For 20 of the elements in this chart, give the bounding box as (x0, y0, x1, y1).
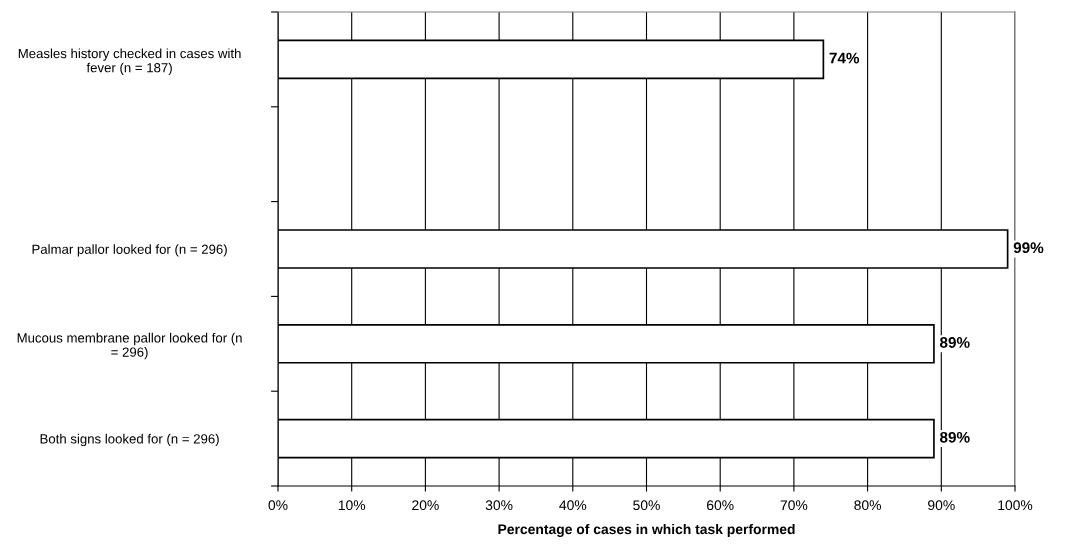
x-tick-label: 80% (854, 500, 882, 511)
y-tick-label: Measles history checked in cases with fever (n = 187) (18, 48, 241, 75)
x-tick-label: 50% (633, 500, 660, 511)
data-label: 89% (939, 431, 970, 443)
x-axis-title: Percentage of cases in which task performed (498, 523, 795, 537)
x-tick-label: 0% (268, 500, 288, 511)
x-tick-label: 90% (928, 500, 955, 511)
x-tick-label: 70% (780, 500, 808, 511)
x-tick-label: 60% (707, 500, 734, 511)
x-tick-label: 40% (559, 500, 587, 511)
data-label: 89% (939, 337, 970, 348)
x-tick-label: 10% (338, 500, 366, 511)
y-tick-label: Mucous membrane pallor looked for (n = 296) (17, 332, 242, 360)
y-tick-label: Palmar pallor looked for (n = 296) (32, 244, 227, 257)
y-tick-label: Both signs looked for (n = 296) (40, 433, 219, 447)
data-label: 99% (1013, 242, 1044, 254)
x-tick-label: 100% (998, 500, 1033, 511)
x-tick-label: 30% (485, 500, 513, 511)
data-label: 74% (829, 52, 860, 64)
x-tick-label: 20% (412, 500, 439, 511)
